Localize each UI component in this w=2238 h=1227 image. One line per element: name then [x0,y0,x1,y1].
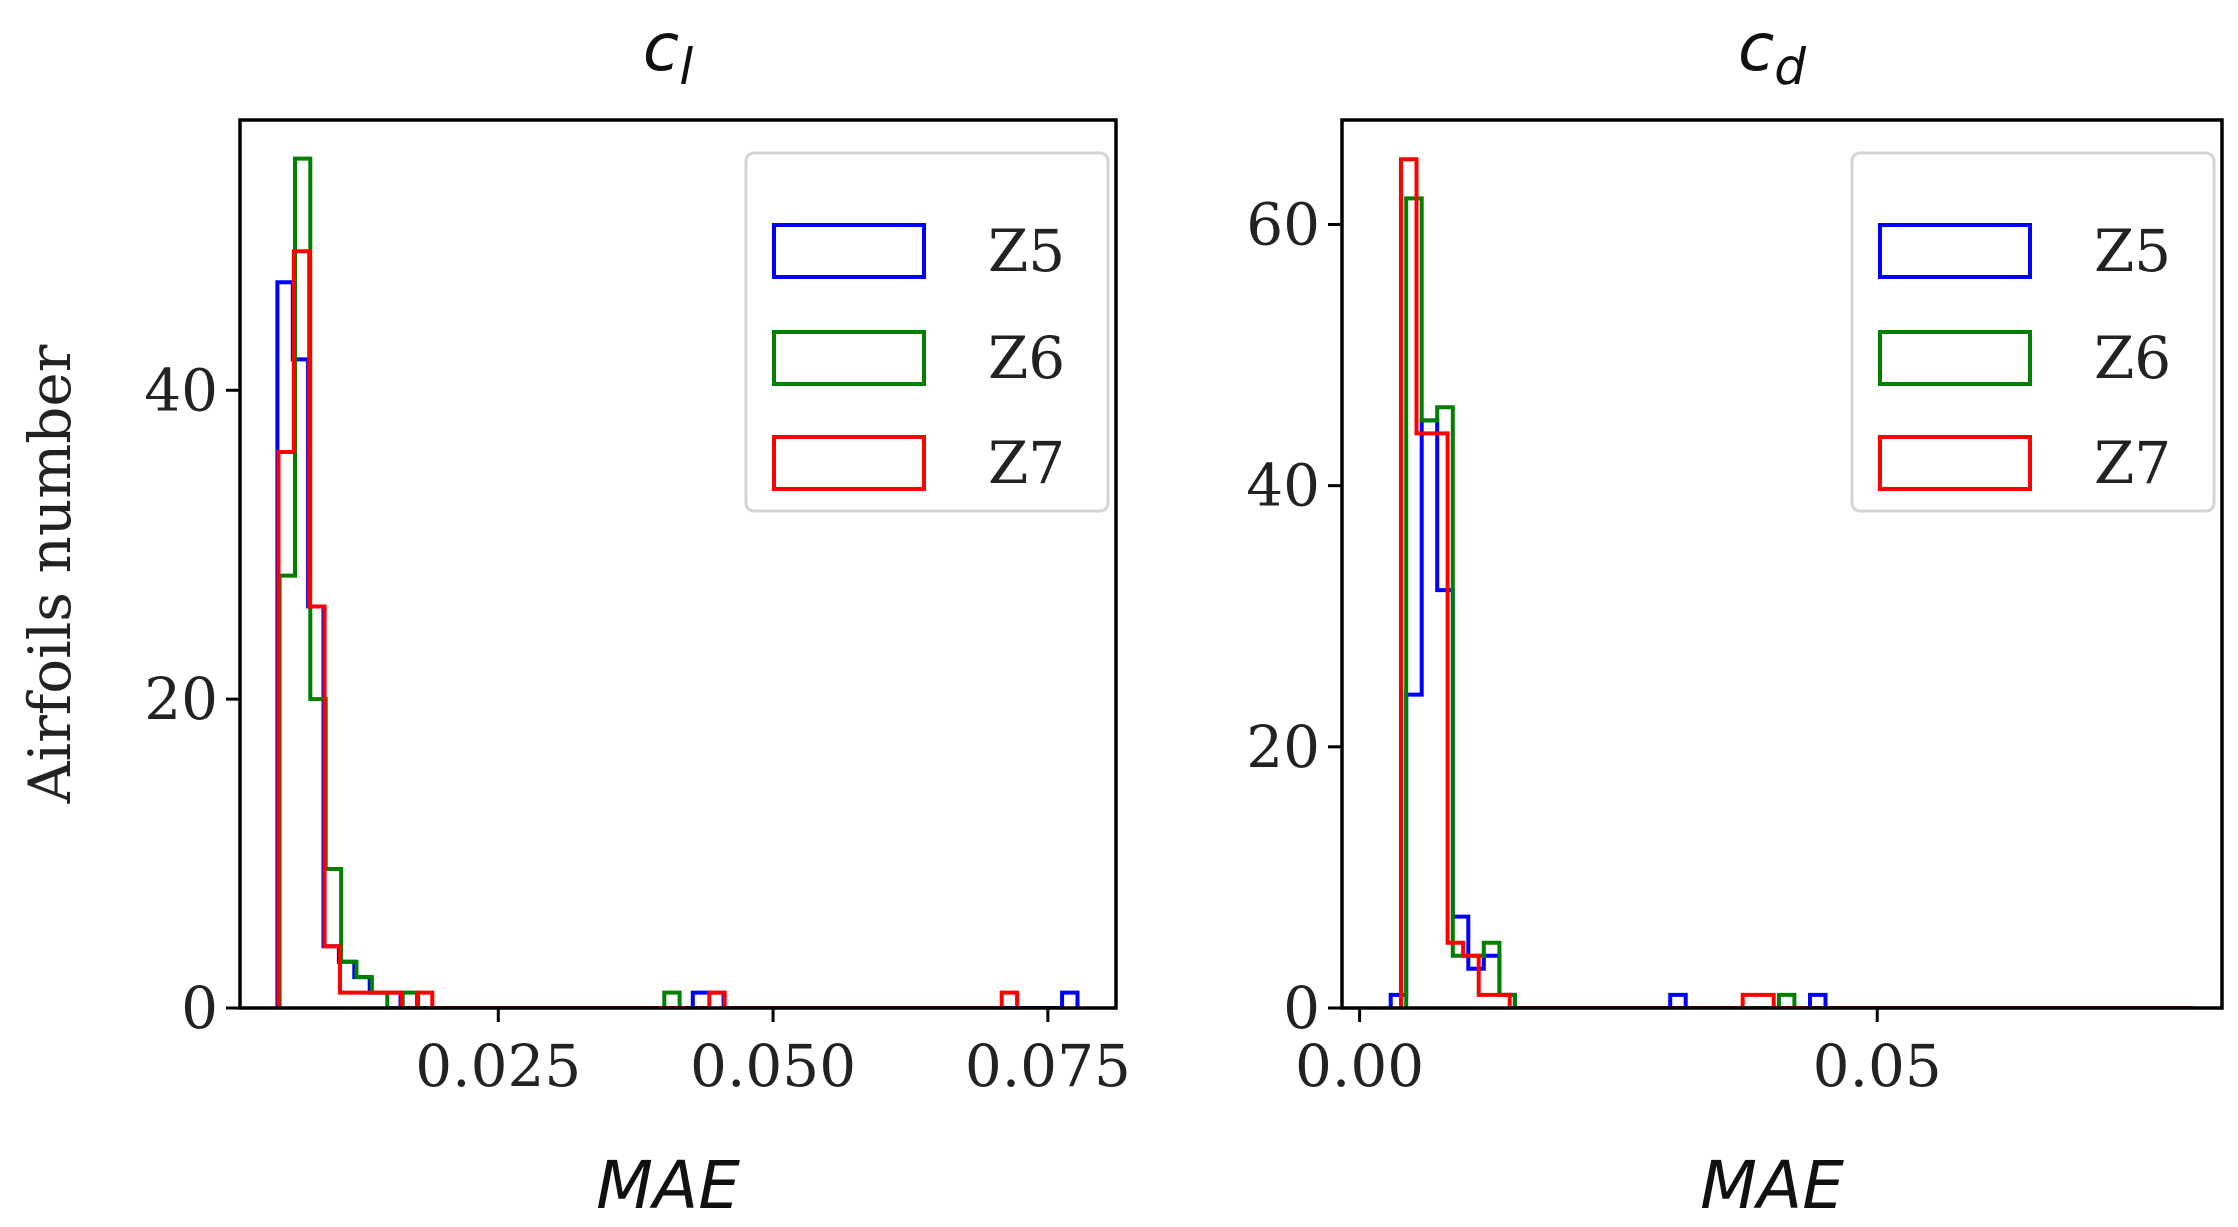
x-tick-label: 0.075 [965,1032,1131,1100]
panel-cl: cl 0.025 0.050 0.075 0 20 40 MAE Airfoils number… [16,9,1131,1224]
plot-area-cd [1388,157,2193,1008]
y-tick-label: 40 [1246,452,1320,520]
y-tick-label: 60 [1246,190,1320,258]
legend-swatch-z6 [772,330,926,386]
histogram-step-z5 [275,280,1080,1008]
y-tick-label: 20 [144,665,218,733]
legend-box [744,151,1110,513]
legend-swatch-z6 [1878,330,2032,386]
histogram-step-z7 [276,249,1020,1008]
histogram-step-z6 [1404,196,1797,1008]
y-tick-label: 0 [181,974,218,1042]
legend-label-z6: Z6 [988,324,1065,392]
panel-cd: cd 0.00 0.05 0 20 40 60 MAE Z5 Z6 Z7 [1246,9,2224,1224]
y-tick-label: 20 [1246,713,1320,781]
legend-label-z5: Z5 [988,217,1065,285]
legend-swatch-z5 [772,223,926,279]
legend-label-z7: Z7 [988,429,1065,497]
legend-cl: Z5 Z6 Z7 [744,151,1110,513]
histogram-step-z5 [1388,418,1828,1008]
legend-swatch-z5 [1878,223,2032,279]
axes-frame-cl [238,118,1118,1010]
y-axis-label: Airfoils number [16,344,84,804]
x-tick-label: 0.025 [415,1032,581,1100]
title-subscript: d [1774,38,1806,96]
legend-swatch-z7 [1878,435,2032,491]
legend-cd: Z5 Z6 Z7 [1850,151,2216,513]
title-main: c [1738,9,1774,86]
x-tick-label: 0.05 [1813,1032,1942,1100]
legend-label-z6: Z6 [2094,324,2171,392]
legend-label-z7: Z7 [2094,429,2171,497]
x-tick-label: 0.00 [1295,1032,1424,1100]
axes-frame-cd [1340,118,2224,1010]
x-axis-label-cd: MAE [1700,1147,1844,1224]
legend-swatch-z7 [772,435,926,491]
chart-title-cd: cd [1738,9,1806,96]
y-tick-label: 40 [144,356,218,424]
x-tick-label: 0.050 [690,1032,856,1100]
legend-box [1850,151,2216,513]
legend-label-z5: Z5 [2094,217,2171,285]
x-axis-label-cl: MAE [596,1147,740,1224]
title-subscript: l [679,38,693,96]
y-tick-label: 0 [1283,974,1320,1042]
title-main: c [643,9,679,86]
chart-title-cl: cl [643,9,693,96]
plot-area-cl [275,156,1080,1008]
histogram-step-z7 [1399,157,2193,1008]
